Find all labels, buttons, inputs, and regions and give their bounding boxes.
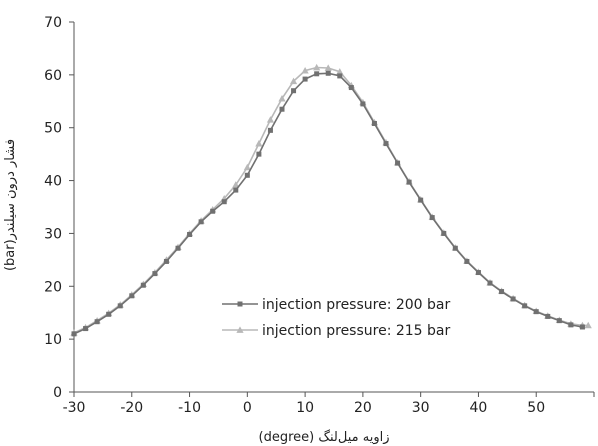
data-point-2 xyxy=(336,68,344,75)
data-point-1 xyxy=(129,293,135,299)
data-point-1 xyxy=(256,151,262,157)
legend-label-2: injection pressure: 215 bar xyxy=(262,323,451,339)
series-2 xyxy=(70,63,592,336)
y-tick-label: 40 xyxy=(44,174,62,190)
data-point-1 xyxy=(487,280,493,286)
data-point-1 xyxy=(71,331,77,337)
x-tick-label: 50 xyxy=(527,400,545,416)
series-layer xyxy=(70,63,592,337)
data-point-1 xyxy=(314,71,320,77)
y-tick-label: 60 xyxy=(44,68,62,84)
data-point-1 xyxy=(406,179,412,185)
y-tick-label: 50 xyxy=(44,121,62,137)
y-tick-label: 10 xyxy=(44,332,62,348)
data-point-1 xyxy=(360,101,366,107)
data-point-1 xyxy=(545,313,551,319)
data-point-1 xyxy=(510,296,516,302)
data-point-1 xyxy=(475,270,481,276)
data-point-1 xyxy=(556,318,562,324)
data-point-1 xyxy=(140,282,146,288)
data-point-1 xyxy=(533,309,539,315)
data-point-1 xyxy=(267,127,273,133)
data-point-1 xyxy=(291,88,297,94)
data-point-1 xyxy=(175,245,181,251)
series-1 xyxy=(71,70,585,337)
data-point-1 xyxy=(210,208,216,214)
data-point-2 xyxy=(289,77,298,85)
data-point-1 xyxy=(325,70,331,76)
x-tick-label: 0 xyxy=(243,400,252,416)
series-line-2 xyxy=(73,66,589,334)
data-point-1 xyxy=(163,258,169,264)
data-point-2 xyxy=(324,64,332,71)
data-point-2 xyxy=(584,321,592,329)
data-point-1 xyxy=(383,141,389,147)
data-point-1 xyxy=(418,197,424,203)
data-point-1 xyxy=(117,303,123,309)
x-tick-label: -20 xyxy=(120,400,143,416)
data-point-1 xyxy=(568,322,574,328)
data-point-1 xyxy=(337,73,343,79)
data-point-legend-1 xyxy=(237,301,243,307)
data-point-1 xyxy=(198,219,204,225)
data-point-1 xyxy=(152,271,158,277)
axes: 0 10 20 30 40 50 60 70 -30 -20 -10 0 10 20 30 40 50 xyxy=(44,15,595,416)
x-tick-label: -30 xyxy=(63,400,86,416)
series-line-1 xyxy=(73,72,583,335)
data-point-1 xyxy=(244,172,250,178)
data-point-1 xyxy=(94,319,100,325)
y-tick-label: 30 xyxy=(44,226,62,242)
y-tick-label: 20 xyxy=(44,279,62,295)
data-point-1 xyxy=(371,120,377,126)
data-point-1 xyxy=(522,303,528,309)
data-point-2 xyxy=(243,163,251,171)
data-point-1 xyxy=(233,187,239,193)
data-point-1 xyxy=(187,231,193,237)
data-point-1 xyxy=(464,258,470,264)
legend-label-1: injection pressure: 200 bar xyxy=(262,297,451,313)
data-point-1 xyxy=(106,311,112,317)
data-point-2 xyxy=(278,95,286,102)
x-axis-title: (degree) زاویه میل‌لنگ xyxy=(259,429,390,445)
x-tick-label: 20 xyxy=(354,400,372,416)
y-tick-label: 0 xyxy=(53,385,62,401)
data-point-1 xyxy=(499,289,505,295)
data-point-1 xyxy=(429,215,435,221)
data-point-2 xyxy=(266,116,275,123)
data-point-1 xyxy=(395,160,401,166)
y-tick-label: 70 xyxy=(44,15,62,31)
x-tick-label: -10 xyxy=(178,400,201,416)
x-tick-label: 40 xyxy=(470,400,488,416)
data-point-2 xyxy=(232,181,240,188)
data-point-1 xyxy=(579,324,585,330)
data-point-1 xyxy=(302,76,308,82)
data-point-1 xyxy=(452,245,458,251)
data-point-legend-2 xyxy=(236,326,244,333)
x-tick-label: 30 xyxy=(412,400,430,416)
data-point-1 xyxy=(279,106,285,112)
legend: injection pressure: 200 bar injection pre… xyxy=(222,297,451,339)
data-point-2 xyxy=(301,67,309,74)
data-point-1 xyxy=(348,85,354,91)
data-point-1 xyxy=(221,199,227,205)
data-point-1 xyxy=(83,326,89,332)
y-axis-title: (bar)فشار درون سیلندر xyxy=(3,139,18,271)
x-tick-label: 10 xyxy=(296,400,314,416)
data-point-2 xyxy=(255,139,263,147)
data-point-2 xyxy=(313,63,321,71)
data-point-1 xyxy=(441,230,447,236)
